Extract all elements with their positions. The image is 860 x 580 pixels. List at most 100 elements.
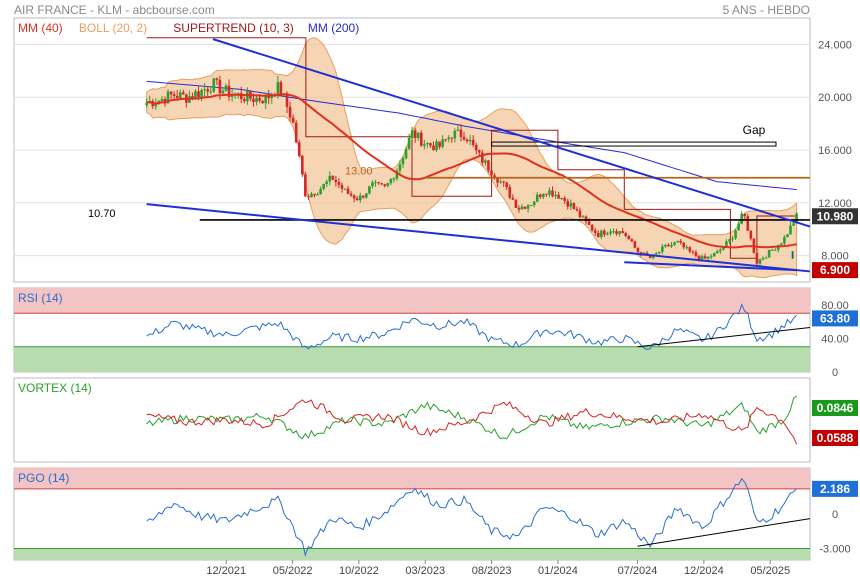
candle-body xyxy=(743,213,747,217)
candle-body xyxy=(255,97,258,103)
rsi-value-label-bg xyxy=(812,310,858,327)
candle-body xyxy=(450,137,454,139)
candle-body xyxy=(511,197,515,200)
price-axis-tick-label: 24.000 xyxy=(818,39,852,51)
vortex-plus-value-label-bg xyxy=(812,400,858,416)
candle-body xyxy=(590,224,594,231)
candle-body xyxy=(352,195,356,199)
candle-body xyxy=(792,223,795,226)
candle-body xyxy=(603,230,606,235)
candle-body xyxy=(203,89,206,91)
candle-body xyxy=(398,164,402,171)
candle-body xyxy=(786,234,789,238)
candle-body xyxy=(178,92,182,99)
candle-body xyxy=(490,170,493,176)
vortex-legend-0: VORTEX (14) xyxy=(18,381,92,395)
candle-body xyxy=(548,190,551,195)
candle-body xyxy=(648,255,652,258)
candle-body xyxy=(432,145,435,151)
price-value-label-0-bg xyxy=(812,208,858,225)
candle-body xyxy=(374,182,377,184)
candle-body xyxy=(331,175,335,180)
rsi-oversold-zone xyxy=(14,346,810,372)
x-tick-label: 10/2022 xyxy=(339,565,379,577)
candle-body xyxy=(313,193,316,196)
pgo-line xyxy=(146,477,797,557)
candle-body xyxy=(615,231,618,234)
candle-body xyxy=(670,244,673,247)
candle-body xyxy=(624,233,628,236)
x-tick-label: 05/2022 xyxy=(273,565,313,577)
candle-body xyxy=(514,199,518,208)
candle-body xyxy=(694,252,698,256)
candle-body xyxy=(227,85,231,97)
candle-body xyxy=(444,139,447,141)
candle-body xyxy=(523,206,527,209)
candle-body xyxy=(456,129,460,131)
candle-body xyxy=(535,194,539,202)
candle-body xyxy=(459,129,463,137)
candle-body xyxy=(246,91,249,102)
candle-body xyxy=(310,193,313,198)
candle-body xyxy=(502,181,505,183)
candle-body xyxy=(346,188,350,194)
candle-body xyxy=(731,238,734,240)
candle-body xyxy=(191,96,194,99)
candle-body xyxy=(334,179,338,183)
candle-body xyxy=(746,216,750,231)
candle-body xyxy=(566,200,570,207)
price-axis-tick-label: 20.000 xyxy=(818,92,852,104)
bollinger-band xyxy=(146,37,798,279)
vortex-minus-value-label-bg xyxy=(812,430,858,446)
rsi-tick-label: 80.00 xyxy=(821,300,849,312)
candle-body xyxy=(319,189,322,195)
candle-body xyxy=(688,247,692,252)
candle-body xyxy=(362,195,365,198)
candle-body xyxy=(239,93,243,100)
candle-body xyxy=(160,98,164,101)
candle-body xyxy=(636,247,640,253)
candle-body xyxy=(383,184,386,186)
candle-body xyxy=(426,143,429,145)
candle-body xyxy=(209,91,213,93)
candle-body xyxy=(264,94,267,104)
candle-body xyxy=(358,195,362,201)
candle-body xyxy=(697,255,701,260)
candle-body xyxy=(328,175,332,182)
candle-body xyxy=(654,252,658,255)
candle-body xyxy=(407,138,411,149)
candle-body xyxy=(575,208,579,211)
candle-body xyxy=(664,244,667,247)
candle-body xyxy=(618,231,621,234)
pgo-oversold-zone xyxy=(14,548,810,560)
candle-body xyxy=(569,203,573,207)
candle-body xyxy=(380,183,383,185)
x-tick-label: 05/2025 xyxy=(750,565,790,577)
candle-body xyxy=(410,130,414,139)
candle-body xyxy=(258,97,261,101)
candle-body xyxy=(325,181,328,184)
candle-body xyxy=(154,103,158,107)
rsi-legend-0: RSI (14) xyxy=(18,291,63,305)
resistance-line-label: 13.00 xyxy=(345,166,373,178)
rsi-panel: 80.00 40.00 0 RSI (14) 63.80 xyxy=(13,287,858,379)
candle-body xyxy=(554,194,557,197)
candle-body xyxy=(737,223,740,231)
candle-body xyxy=(377,182,380,184)
pgo-panel: 0 -3.000 PGO (14) 2.186 xyxy=(13,467,858,561)
price-legend-3: MM (200) xyxy=(308,21,359,35)
candle-body xyxy=(413,130,417,139)
candle-body xyxy=(481,152,484,163)
candle-body xyxy=(542,193,545,197)
candle-body xyxy=(349,193,353,196)
candle-body xyxy=(252,98,255,103)
candle-body xyxy=(441,139,444,147)
candle-body xyxy=(505,182,509,187)
candle-body xyxy=(508,186,512,198)
candle-body xyxy=(395,170,399,179)
price-legend-1: BOLL (20, 2) xyxy=(79,21,147,35)
candle-body xyxy=(557,194,560,199)
rsi-overbought-zone xyxy=(14,288,810,314)
candle-body xyxy=(600,230,603,237)
